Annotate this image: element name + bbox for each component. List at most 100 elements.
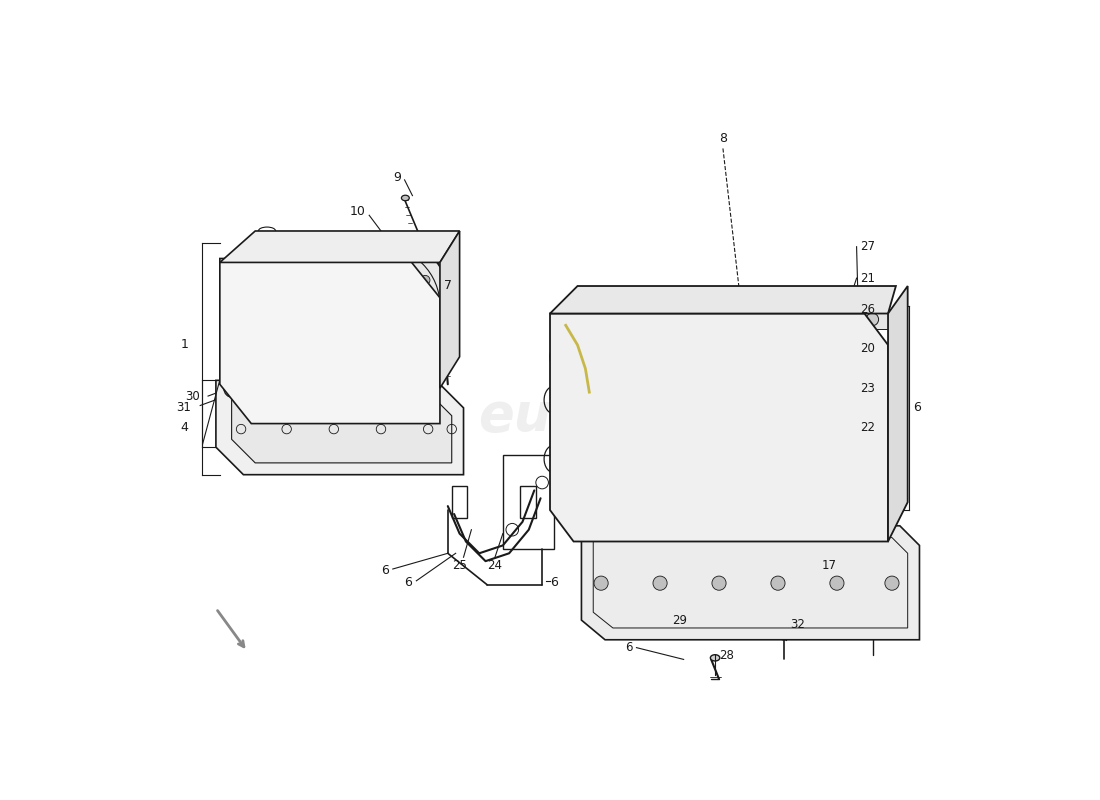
Circle shape (376, 250, 386, 259)
Circle shape (402, 256, 412, 267)
Ellipse shape (440, 328, 450, 334)
Circle shape (685, 314, 697, 326)
Text: 29: 29 (672, 614, 688, 626)
Circle shape (337, 413, 348, 423)
Circle shape (383, 413, 395, 423)
Ellipse shape (711, 654, 719, 661)
Text: 8985: 8985 (784, 362, 898, 406)
Ellipse shape (823, 426, 858, 469)
Circle shape (712, 576, 726, 590)
Circle shape (337, 255, 348, 266)
Text: 4: 4 (180, 421, 188, 434)
Text: 6: 6 (405, 576, 412, 589)
Text: 6: 6 (625, 641, 632, 654)
Circle shape (332, 275, 341, 285)
Ellipse shape (725, 561, 768, 604)
Text: 28: 28 (719, 649, 734, 662)
Polygon shape (232, 392, 452, 463)
Bar (785, 310, 825, 330)
Text: 6: 6 (381, 564, 388, 577)
Ellipse shape (402, 195, 409, 201)
Circle shape (740, 314, 752, 326)
Ellipse shape (705, 426, 740, 469)
Text: 20: 20 (860, 342, 876, 355)
Text: 1: 1 (180, 338, 188, 351)
Text: 22: 22 (860, 421, 876, 434)
Circle shape (594, 576, 608, 590)
Circle shape (350, 256, 361, 267)
Text: 17: 17 (822, 558, 837, 571)
Text: 31: 31 (177, 402, 191, 414)
Circle shape (568, 515, 580, 528)
Bar (295, 318, 397, 349)
Circle shape (866, 313, 879, 326)
Ellipse shape (723, 478, 755, 502)
Circle shape (427, 300, 438, 311)
Circle shape (850, 314, 862, 326)
Ellipse shape (613, 354, 637, 374)
Polygon shape (216, 380, 463, 474)
Ellipse shape (782, 478, 813, 502)
Text: 9: 9 (393, 171, 400, 184)
Ellipse shape (864, 576, 874, 582)
Circle shape (383, 255, 395, 266)
Circle shape (242, 255, 253, 266)
Text: eurospares: eurospares (477, 390, 811, 442)
Ellipse shape (784, 561, 827, 604)
Ellipse shape (666, 561, 710, 604)
Text: a passion
for detail: a passion for detail (572, 455, 717, 518)
Text: 25: 25 (452, 558, 468, 572)
Ellipse shape (647, 426, 682, 469)
Ellipse shape (558, 342, 590, 371)
Circle shape (685, 515, 697, 528)
Polygon shape (550, 286, 895, 314)
Ellipse shape (713, 623, 721, 630)
Bar (452, 486, 468, 518)
Text: 24: 24 (487, 558, 503, 572)
Circle shape (324, 300, 336, 311)
Circle shape (376, 352, 386, 362)
Circle shape (666, 313, 678, 326)
Bar (503, 455, 554, 550)
Circle shape (829, 576, 844, 590)
Ellipse shape (605, 478, 637, 502)
Bar (520, 486, 536, 518)
Circle shape (310, 235, 452, 377)
Circle shape (795, 314, 807, 326)
Polygon shape (440, 231, 460, 388)
Bar (719, 310, 758, 330)
Polygon shape (582, 526, 920, 640)
Polygon shape (550, 314, 888, 542)
Circle shape (884, 576, 899, 590)
Ellipse shape (607, 561, 650, 604)
Polygon shape (220, 231, 460, 262)
Circle shape (242, 413, 253, 423)
Text: 26: 26 (860, 303, 876, 316)
Circle shape (350, 345, 361, 355)
Text: 30: 30 (186, 390, 200, 402)
Circle shape (630, 314, 642, 326)
Polygon shape (888, 286, 907, 542)
Circle shape (289, 255, 300, 266)
Circle shape (771, 576, 785, 590)
Bar (306, 322, 385, 341)
Text: 23: 23 (860, 382, 876, 394)
Circle shape (422, 413, 433, 423)
Text: 6: 6 (913, 402, 921, 414)
Circle shape (568, 314, 580, 326)
Polygon shape (220, 258, 440, 423)
Text: 10: 10 (350, 205, 365, 218)
Text: 6: 6 (550, 576, 558, 589)
Text: 21: 21 (860, 272, 876, 285)
Text: 32: 32 (790, 618, 804, 630)
Circle shape (800, 313, 812, 326)
Circle shape (850, 515, 862, 528)
Circle shape (733, 313, 745, 326)
Bar (852, 310, 892, 330)
Circle shape (402, 345, 412, 355)
Circle shape (740, 515, 752, 528)
Circle shape (289, 413, 300, 423)
Ellipse shape (843, 561, 887, 604)
Circle shape (420, 275, 430, 285)
Circle shape (228, 382, 239, 394)
